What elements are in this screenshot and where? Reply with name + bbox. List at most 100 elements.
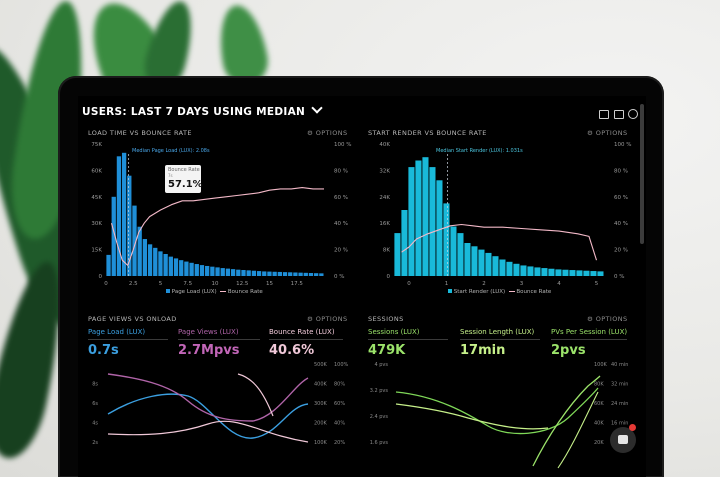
bounce-rate-line <box>107 420 309 443</box>
histogram-bar <box>534 267 541 276</box>
options-button-start-render[interactable]: ⚙ OPTIONS <box>587 129 628 137</box>
histogram-bar <box>314 273 319 276</box>
x-tick-label: 3 <box>520 281 524 287</box>
histogram-bar <box>184 261 189 276</box>
tooltip-sub: 7s <box>168 173 173 178</box>
histogram-bar <box>569 270 576 276</box>
page-views-line <box>107 373 309 422</box>
histogram-bar <box>562 269 569 276</box>
panel-title-page-views: PAGE VIEWS VS ONLOAD <box>88 315 177 323</box>
histogram-bar <box>262 271 267 276</box>
page-views-chart: 8s 6s 4s 2s 500K 400K 300K 200K 100K 100% 80% 60% 40… <box>92 362 348 446</box>
x-tick-label: 2 <box>482 281 486 287</box>
legend-item: Bounce Rate <box>516 289 552 295</box>
y3-tick-label: 24 min <box>611 401 628 407</box>
x-tick-label: 17.5 <box>291 281 304 287</box>
options-button-page-views[interactable]: ⚙ OPTIONS <box>307 315 348 323</box>
ticks-3: 8s 6s 4s 2s 500K 400K 300K 200K 100K 100% 80% 60% 40… <box>92 362 348 446</box>
histogram-bar <box>457 233 464 276</box>
chat-button[interactable] <box>610 427 636 453</box>
x-tick-label: 15 <box>266 281 273 287</box>
chat-icon <box>618 435 628 444</box>
histogram-bar <box>153 247 158 276</box>
histogram-bar <box>288 272 293 276</box>
y-tick-label: 40K <box>379 142 390 148</box>
histogram-bar <box>256 271 262 276</box>
histogram-bar <box>394 233 401 276</box>
histogram-bar <box>422 157 429 276</box>
tooltip-value: 57.1% <box>168 179 203 190</box>
monitor-icon[interactable] <box>599 110 609 119</box>
y2-tick-label: 40 % <box>334 221 348 227</box>
load-time-chart: 75K 60K 45K 30K 15K 0 100 % 80 % 60 % 40 % 20 % 0 %… <box>91 142 351 287</box>
histogram-bar <box>230 269 236 276</box>
y-tick-label: 3.2 pvs <box>370 388 389 394</box>
y-tick-label: 2s <box>92 440 98 446</box>
sessions-chart: 4 pvs 3.2 pvs 2.4 pvs 1.6 pvs 100K 80K 60K 40K 2… <box>370 362 628 469</box>
options-button-load-time[interactable]: ⚙ OPTIONS <box>307 129 348 137</box>
y-tick-label: 24K <box>379 195 390 201</box>
metric-value: 40.6% <box>269 343 315 358</box>
y3-tick-label: 20% <box>334 440 345 446</box>
page-load-line <box>107 393 309 439</box>
metric-underline <box>551 339 627 340</box>
dashboard-title[interactable]: USERS: LAST 7 DAYS USING MEDIAN <box>82 102 323 118</box>
y-tick-label: 4 pvs <box>374 362 388 368</box>
histogram-bar <box>541 268 548 276</box>
notification-badge <box>629 424 636 431</box>
y3-tick-label: 100% <box>334 362 349 368</box>
histogram-bar <box>147 244 153 276</box>
y2-tick-label: 60 % <box>334 195 348 201</box>
scrollbar[interactable] <box>640 104 644 244</box>
histogram-bar <box>220 268 225 276</box>
histogram-bar <box>251 270 257 276</box>
histogram-bar <box>236 269 241 276</box>
histogram-bar <box>590 271 597 276</box>
histogram-bar <box>225 268 231 276</box>
histogram-bar <box>189 262 194 276</box>
help-icon[interactable] <box>628 109 638 119</box>
image-icon[interactable] <box>614 110 624 119</box>
y2-tick-label: 80 % <box>614 168 628 174</box>
y2-tick-label: 40K <box>594 421 604 427</box>
y-tick-label: 0 <box>387 274 391 280</box>
metric-underline <box>368 339 448 340</box>
tooltip: Bounce Rate 7s 57.1% <box>165 165 203 193</box>
median-marker-label-load: Median Page Load (LUX): 2.08s <box>132 148 210 154</box>
metric-label: Session Length (LUX) <box>460 328 535 336</box>
y-tick-label: 2.4 pvs <box>370 414 389 420</box>
y2-tick-label: 40 % <box>614 221 628 227</box>
y-tick-label: 16K <box>379 221 390 227</box>
histogram-bar <box>548 268 555 276</box>
metric-underline <box>460 339 540 340</box>
y2-tick-label: 0 % <box>614 274 624 280</box>
y2-tick-label: 300K <box>314 401 328 407</box>
histogram-bar <box>583 270 590 276</box>
histogram-bar <box>116 156 122 276</box>
metric-value: 2.7Mpvs <box>178 343 240 358</box>
y-tick-label: 32K <box>379 168 390 174</box>
metric-value: 479K <box>368 343 406 358</box>
metric-underline <box>88 339 168 340</box>
y2-tick-label: 400K <box>314 382 328 388</box>
histogram-bar <box>282 272 288 276</box>
pvs-per-session-line <box>532 375 601 467</box>
y-tick-label: 30K <box>91 221 102 227</box>
y-tick-label: 0 <box>99 274 103 280</box>
laptop-screen: USERS: LAST 7 DAYS USING MEDIAN LOAD TIM… <box>78 96 646 477</box>
y3-tick-label: 40% <box>334 421 345 427</box>
sessions-line <box>395 387 599 435</box>
options-button-sessions[interactable]: ⚙ OPTIONS <box>587 315 628 323</box>
pvs-per-session-line-2 <box>557 391 599 469</box>
legend-item: Page Load (LUX) <box>171 289 217 295</box>
x-tick-label: 7.5 <box>183 281 192 287</box>
bounce-rate-line <box>401 223 598 261</box>
histogram-bar <box>415 160 422 276</box>
histogram-bar <box>401 210 408 276</box>
histogram-bar <box>205 265 210 276</box>
y-tick-label: 6s <box>92 401 98 407</box>
histogram-bar <box>272 271 277 276</box>
start-render-chart: 40K 32K 24K 16K 8K 0 100 % 80 % 60 % 40 % 20 % 0 % 0… <box>379 142 631 287</box>
histogram-bar <box>308 273 314 276</box>
